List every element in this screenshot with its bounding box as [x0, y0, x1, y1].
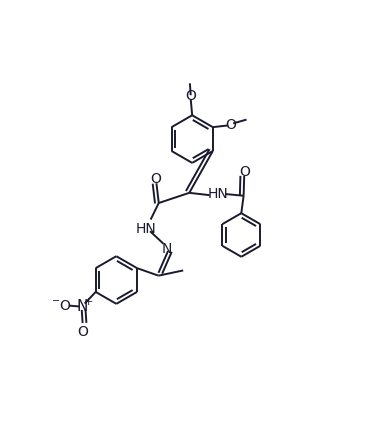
Text: O: O — [239, 164, 250, 178]
Text: HN: HN — [136, 222, 157, 236]
Text: +: + — [84, 296, 93, 306]
Text: O: O — [150, 172, 161, 186]
Text: N: N — [77, 298, 88, 314]
Text: O: O — [77, 324, 88, 338]
Text: $^{-}$O: $^{-}$O — [51, 298, 72, 312]
Text: O: O — [225, 118, 236, 132]
Text: O: O — [185, 89, 196, 102]
Text: N: N — [162, 242, 172, 256]
Text: HN: HN — [208, 186, 229, 200]
